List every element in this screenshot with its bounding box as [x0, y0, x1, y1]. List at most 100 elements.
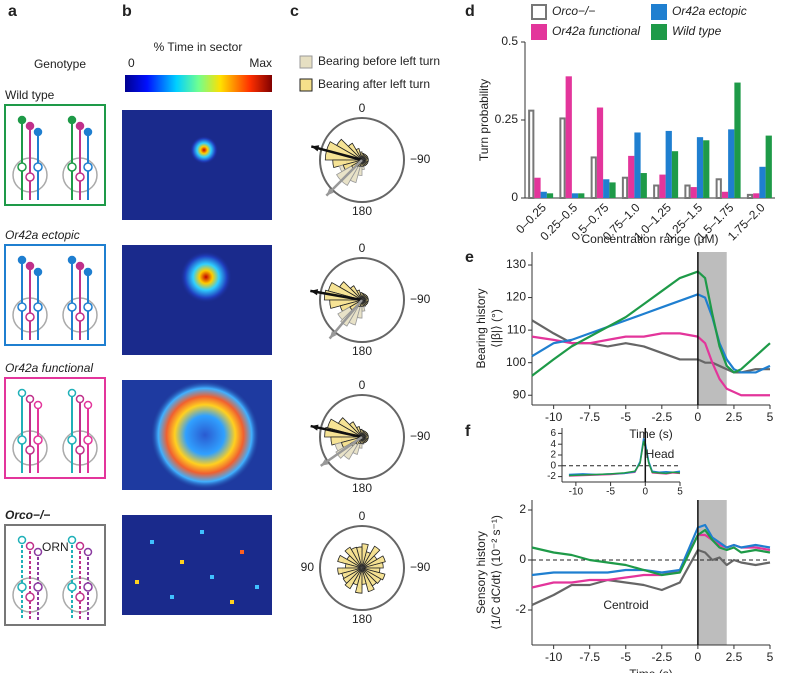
annotation: Head [646, 447, 675, 461]
x-tick-label: -7.5 [579, 410, 600, 424]
bar [721, 191, 729, 198]
receptor [17, 255, 27, 265]
legend-swatch [651, 4, 667, 20]
bar [671, 151, 679, 198]
legend-label: Orco−/− [552, 4, 595, 18]
rose-label: −90 [410, 152, 431, 166]
receptor [75, 541, 85, 551]
bar [765, 135, 772, 198]
bar [528, 109, 535, 199]
annotation: Centroid [603, 598, 648, 612]
y-axis-label: ⟨|β|⟩ (°) [489, 309, 503, 348]
bar [565, 76, 572, 198]
y-tick-label: 2 [519, 502, 526, 516]
x-tick-label: 0 [695, 410, 702, 424]
heatmap-ring [150, 380, 260, 490]
x-tick-label: 0 [643, 487, 649, 498]
rose-label: −90 [410, 560, 431, 574]
x-tick-label: -10 [545, 650, 563, 664]
receptor [83, 400, 93, 410]
receptor [25, 541, 35, 551]
rose-outline [319, 394, 405, 480]
receptor [17, 535, 27, 545]
y-axis-label: Sensory history [474, 531, 488, 614]
panel-letter: d [465, 3, 475, 20]
rose-petal [344, 567, 363, 590]
soma [33, 582, 43, 592]
receptor [83, 267, 93, 277]
rose-outline [319, 525, 405, 611]
soma [33, 162, 43, 172]
series-line [531, 293, 771, 374]
y-axis-label: ⟨1/C dC/dt⟩ (10⁻² s⁻¹) [489, 515, 503, 630]
receptor [25, 261, 35, 271]
bar [628, 155, 635, 198]
x-tick-label: 2.5 [726, 650, 743, 664]
panel-letter: e [465, 249, 474, 266]
genotype-box [4, 377, 106, 479]
soma [17, 435, 27, 445]
panel-letter: b [122, 3, 132, 20]
bar [703, 140, 710, 198]
soma [67, 435, 77, 445]
bar [715, 178, 722, 199]
colorbar [125, 75, 272, 92]
soma [17, 302, 27, 312]
rose-label: 0 [359, 378, 366, 392]
x-tick-label: 0 [695, 650, 702, 664]
soma [25, 445, 35, 455]
rose-arrow [325, 159, 363, 197]
receptor [75, 394, 85, 404]
genotype-box [4, 104, 106, 206]
stimulus-shade [697, 252, 727, 405]
heatmaps [122, 75, 272, 615]
rose-label: 180 [352, 204, 372, 218]
legend-swatch [299, 55, 313, 69]
x-axis-label: Concentration range (μM) [582, 232, 719, 246]
bar [596, 107, 604, 198]
legend-label: Wild type [672, 24, 722, 38]
soma [75, 312, 85, 322]
legend-swatch [531, 24, 547, 40]
heatmap-spot [190, 136, 218, 164]
x-tick-label: -2.5 [651, 410, 672, 424]
legend-label: Bearing before left turn [318, 54, 440, 68]
soma [25, 592, 35, 602]
rose-label: −90 [410, 292, 431, 306]
y-axis-label: Bearing history [474, 288, 488, 368]
rose-petal [361, 436, 369, 440]
receptor [83, 127, 93, 137]
genotype-label: Or42a ectopic [5, 228, 80, 242]
genotype-boxes [4, 104, 106, 626]
y-tick-label: 0 [550, 460, 556, 471]
rose-arrow [310, 289, 363, 302]
y-tick-label: 4 [550, 439, 556, 450]
bar [640, 173, 647, 198]
soma [33, 435, 43, 445]
bar [546, 193, 554, 198]
x-axis-label: Time (s) [629, 427, 673, 441]
panel-letter: c [290, 3, 299, 20]
x-tick-label: 2.5 [726, 410, 743, 424]
bar [653, 184, 660, 200]
rose-petal [337, 554, 363, 569]
x-tick-label: -7.5 [579, 650, 600, 664]
series-line [531, 548, 771, 606]
heatmap-title: % Time in sector [154, 40, 243, 54]
genotype-heading: Genotype [34, 57, 86, 71]
soma [83, 582, 93, 592]
soma [75, 592, 85, 602]
rose-petal [361, 159, 369, 163]
receptor [25, 121, 35, 131]
bar [534, 177, 541, 198]
x-tick-label: 5 [677, 487, 683, 498]
bar [571, 193, 579, 198]
receptor [17, 115, 27, 125]
bar [634, 132, 641, 198]
genotype-box [4, 244, 106, 346]
rose-label: 90 [301, 560, 315, 574]
y-tick-label: 0 [511, 190, 518, 204]
soma [17, 582, 27, 592]
receptor [25, 394, 35, 404]
